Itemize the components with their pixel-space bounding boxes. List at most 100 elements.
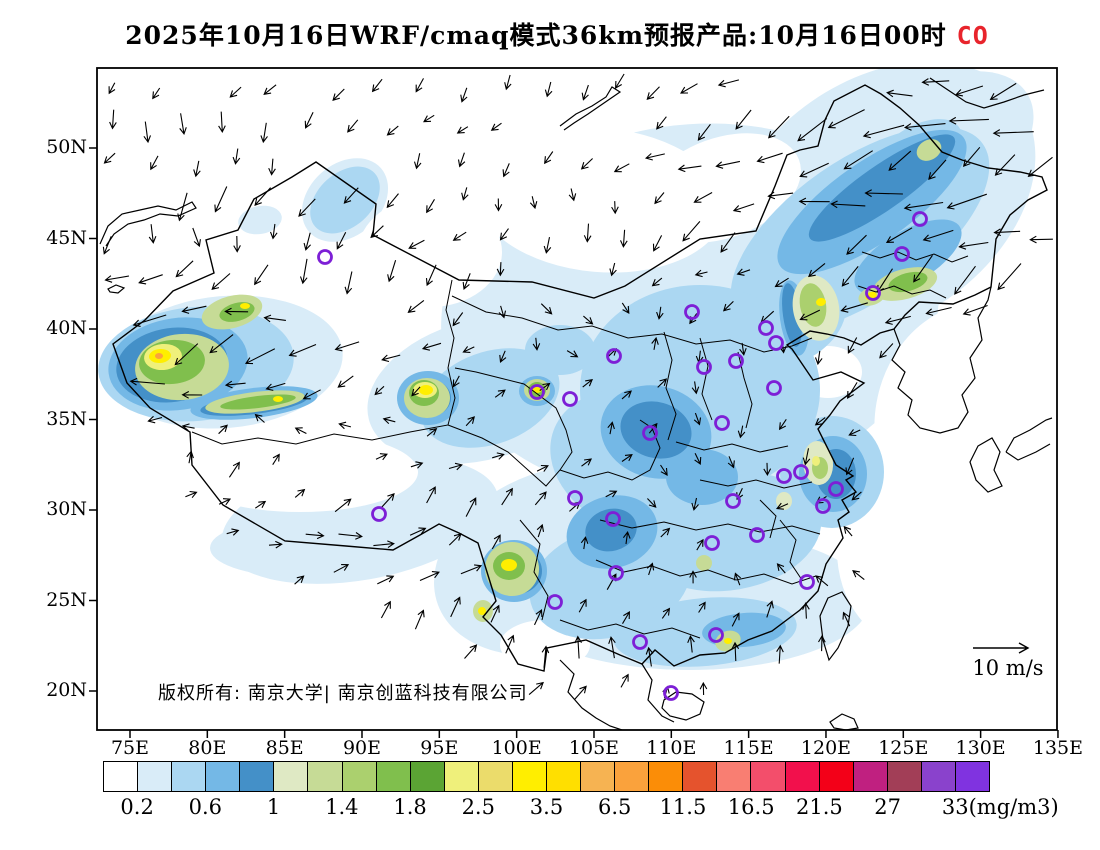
- wind-arrow: [581, 458, 593, 467]
- wind-arrow: [687, 635, 695, 653]
- wind-arrow: [103, 152, 116, 164]
- wind-arrow: [903, 201, 944, 212]
- lat-tick-label: 35N: [46, 407, 87, 430]
- wind-arrow: [344, 271, 353, 295]
- copyright-text: 版权所有: 南京大学| 南京创蓝科技有限公司: [158, 683, 528, 704]
- concentration-blob: [182, 432, 418, 512]
- province-border: [759, 499, 803, 581]
- wind-arrow: [177, 192, 188, 222]
- wind-arrow: [414, 609, 425, 630]
- wind-arrow: [450, 596, 461, 618]
- wind-arrow: [583, 315, 594, 325]
- wind-arrow: [343, 187, 359, 204]
- colorbar-segment: [206, 762, 241, 791]
- wind-arrow: [622, 530, 631, 545]
- colorbar-segment: [683, 762, 718, 791]
- lon-tick-label: 125E: [878, 737, 929, 759]
- wind-arrow: [925, 306, 952, 316]
- concentration-blob: [643, 133, 801, 243]
- wind-arrow: [677, 164, 702, 173]
- wind-arrow: [347, 119, 359, 133]
- wind-arrow: [802, 602, 810, 619]
- wind-arrow: [766, 600, 774, 618]
- wind-arrow: [543, 236, 552, 254]
- wind-arrow: [954, 265, 976, 295]
- concentration-field: [98, 68, 1057, 670]
- concentration-blob: [501, 559, 517, 571]
- coastline: [891, 286, 992, 434]
- wind-arrow: [426, 486, 436, 504]
- station-marker: [642, 425, 658, 441]
- page-title: 2025年10月16日WRF/cmaq模式36km预报产品:10月16日00时 C…: [125, 16, 989, 52]
- wind-arrow: [644, 153, 665, 161]
- wind-arrow: [646, 562, 655, 576]
- wind-arrow: [814, 350, 823, 366]
- wind-arrow: [921, 78, 950, 86]
- wind-arrow: [108, 82, 116, 95]
- wind-arrow: [104, 275, 130, 283]
- wind-arrow: [426, 199, 435, 214]
- wind-arrow: [851, 491, 862, 501]
- colorbar-segment: [274, 762, 309, 791]
- wind-arrow: [539, 382, 551, 392]
- wind-arrow: [494, 389, 506, 398]
- wind-arrow: [544, 151, 554, 165]
- wind-arrow: [1027, 156, 1053, 178]
- colorbar-tick-label: 21.5: [796, 795, 843, 819]
- wind-arrow: [143, 121, 152, 144]
- colorbar-segment: [955, 762, 990, 791]
- wind-arrow: [224, 380, 246, 389]
- colorbar-segment: [342, 762, 377, 791]
- wind-arrow: [421, 342, 442, 351]
- wind-arrow: [502, 163, 510, 178]
- wind-arrow: [380, 600, 391, 619]
- wind-arrow: [830, 200, 866, 209]
- wind-arrow: [879, 343, 894, 359]
- wind-arrow: [132, 314, 167, 327]
- wind-arrow: [232, 148, 241, 165]
- colorbar-segment: [308, 762, 343, 791]
- wind-arrow: [499, 228, 509, 241]
- wind-arrow: [756, 152, 783, 164]
- wind-arrow: [181, 423, 195, 431]
- wind-arrow: [407, 299, 425, 314]
- wind-arrow: [694, 452, 702, 466]
- wind-arrow: [847, 382, 858, 399]
- wind-arrow: [375, 453, 388, 461]
- concentration-blob: [273, 396, 283, 402]
- concentration-blob: [816, 297, 826, 307]
- colorbar-segment: [172, 762, 207, 791]
- wind-arrow: [654, 192, 665, 205]
- wind-arrow: [337, 375, 354, 388]
- wind-arrow: [534, 491, 547, 506]
- wind-arrow: [263, 84, 277, 96]
- wind-arrow: [268, 540, 283, 549]
- wind-arrow: [660, 464, 668, 476]
- wind-arrow: [735, 109, 752, 130]
- wind-arrow: [332, 88, 345, 102]
- wind-arrow: [386, 125, 399, 136]
- coastline: [641, 663, 675, 723]
- lon-tick-label: 105E: [568, 737, 620, 759]
- wind-arrow: [529, 196, 538, 210]
- wind-arrow: [767, 191, 794, 200]
- lon-tick-label: 85E: [265, 737, 304, 759]
- station-marker: [776, 468, 792, 484]
- wind-arrow: [827, 109, 865, 129]
- wind-arrow: [622, 611, 630, 624]
- wind-arrow: [645, 646, 654, 667]
- lon-tick-label: 120E: [800, 737, 852, 759]
- wind-arrow: [864, 189, 903, 198]
- wind-arrow: [928, 159, 947, 180]
- wind-arrow: [499, 350, 507, 363]
- colorbar-segment: [410, 762, 445, 791]
- wind-arrow: [269, 223, 278, 240]
- wind-arrow: [736, 268, 751, 276]
- wind-arrow: [661, 607, 671, 619]
- station-marker: [766, 380, 782, 396]
- concentration-blob: [358, 197, 502, 307]
- lon-tick-label: 95E: [420, 737, 459, 759]
- wind-arrow: [423, 114, 435, 123]
